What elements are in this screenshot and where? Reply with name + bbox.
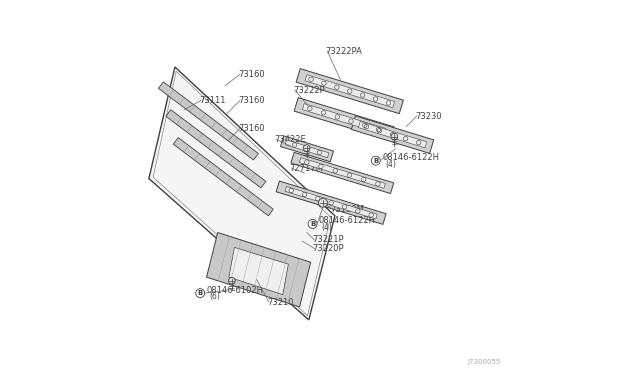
Text: B: B bbox=[310, 221, 315, 227]
Polygon shape bbox=[276, 181, 386, 224]
Text: 72717M: 72717M bbox=[289, 164, 323, 173]
Text: 08146-6122H: 08146-6122H bbox=[382, 153, 439, 162]
Polygon shape bbox=[285, 186, 377, 219]
Polygon shape bbox=[358, 121, 427, 148]
Circle shape bbox=[303, 145, 310, 151]
Text: 73160: 73160 bbox=[238, 96, 265, 105]
Circle shape bbox=[308, 219, 317, 228]
Circle shape bbox=[371, 156, 380, 165]
Text: 73160: 73160 bbox=[238, 124, 265, 133]
Text: 73222P: 73222P bbox=[293, 86, 325, 94]
Circle shape bbox=[319, 198, 328, 207]
Polygon shape bbox=[300, 158, 385, 188]
Polygon shape bbox=[229, 247, 289, 295]
Polygon shape bbox=[294, 97, 394, 141]
Text: 73210: 73210 bbox=[267, 298, 294, 307]
Polygon shape bbox=[166, 110, 266, 188]
Text: 73130M: 73130M bbox=[330, 205, 364, 214]
Text: 73111: 73111 bbox=[199, 96, 226, 105]
Text: 73222PA: 73222PA bbox=[326, 47, 362, 56]
Text: B: B bbox=[373, 158, 378, 164]
Text: B: B bbox=[198, 290, 203, 296]
Text: (6): (6) bbox=[209, 292, 220, 301]
Text: 08146-6122H: 08146-6122H bbox=[319, 217, 376, 225]
Text: (4): (4) bbox=[322, 223, 333, 232]
Polygon shape bbox=[207, 232, 310, 307]
Polygon shape bbox=[285, 140, 329, 158]
Polygon shape bbox=[291, 153, 394, 193]
Text: (4): (4) bbox=[385, 160, 396, 169]
Text: 08146-6102H: 08146-6102H bbox=[207, 286, 264, 295]
Text: 73230: 73230 bbox=[415, 112, 442, 121]
Polygon shape bbox=[303, 103, 386, 135]
Polygon shape bbox=[351, 116, 434, 153]
Circle shape bbox=[196, 289, 205, 298]
Polygon shape bbox=[173, 138, 273, 216]
Text: 73422E: 73422E bbox=[275, 135, 307, 144]
Text: J7300055: J7300055 bbox=[467, 359, 500, 365]
Polygon shape bbox=[159, 82, 259, 160]
Circle shape bbox=[228, 278, 235, 284]
Text: 73160: 73160 bbox=[238, 70, 265, 79]
Circle shape bbox=[391, 133, 397, 140]
Polygon shape bbox=[305, 75, 394, 108]
Polygon shape bbox=[149, 67, 335, 320]
Polygon shape bbox=[296, 68, 403, 114]
Polygon shape bbox=[280, 136, 333, 162]
Text: 73221P: 73221P bbox=[312, 235, 344, 244]
Text: 73220P: 73220P bbox=[312, 244, 344, 253]
